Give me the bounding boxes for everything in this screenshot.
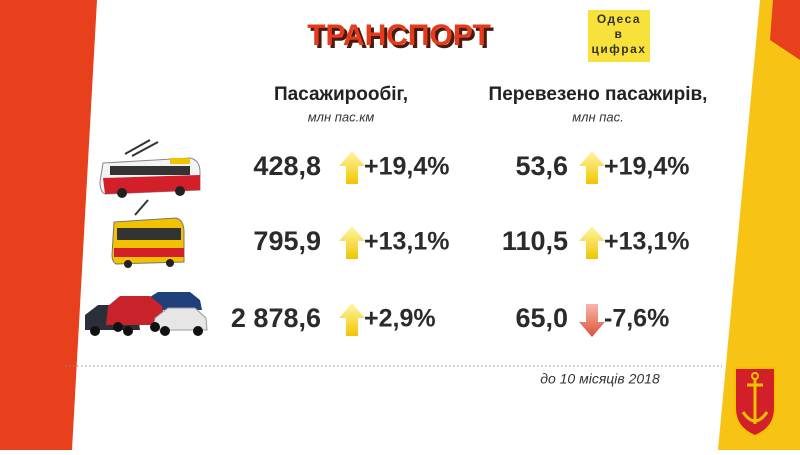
value: 110,5	[502, 226, 568, 256]
trolleybus-icon	[99, 139, 201, 198]
coat-of-arms	[734, 367, 776, 438]
right-corner	[770, 0, 800, 60]
left-band	[0, 0, 97, 450]
column-unit: млн пас.км	[308, 109, 375, 124]
arrow-up	[579, 226, 605, 259]
arrow-down	[579, 304, 605, 337]
title: ТРАНСПОРТ	[307, 19, 491, 52]
logo-text: цифрах	[592, 42, 647, 56]
arrow-up	[339, 303, 365, 336]
cars-icon	[85, 292, 208, 336]
logo-box	[588, 10, 650, 62]
arrow-up	[339, 226, 365, 259]
change: +19,4%	[604, 153, 690, 181]
column-title: Перевезено пасажирів,	[489, 84, 708, 105]
change: +13,1%	[364, 228, 450, 256]
change: -7,6%	[604, 305, 669, 333]
right-band	[718, 0, 800, 450]
value: 65,0	[515, 303, 568, 333]
change: +19,4%	[364, 153, 450, 181]
logo-text: Одеса	[597, 12, 641, 26]
value: 795,9	[253, 226, 321, 256]
value: 53,6	[515, 151, 568, 181]
arrow-up	[579, 151, 605, 184]
column-title: Пасажирообіг,	[274, 84, 408, 105]
change: +2,9%	[364, 305, 436, 333]
logo-text: в	[615, 27, 624, 41]
footer-note: до 10 місяців 2018	[540, 371, 660, 387]
change: +13,1%	[604, 228, 690, 256]
tram-icon	[111, 199, 185, 268]
rows: 428,8 +19,4% 53,6 +19,4% 795,9 +13,1% 110,5 +13…	[231, 151, 690, 337]
column-unit: млн пас.	[572, 109, 624, 124]
value: 2 878,6	[231, 303, 321, 333]
title-shadow: ТРАНСПОРТ	[310, 22, 494, 55]
arrow-up	[339, 151, 365, 184]
value: 428,8	[253, 151, 321, 181]
